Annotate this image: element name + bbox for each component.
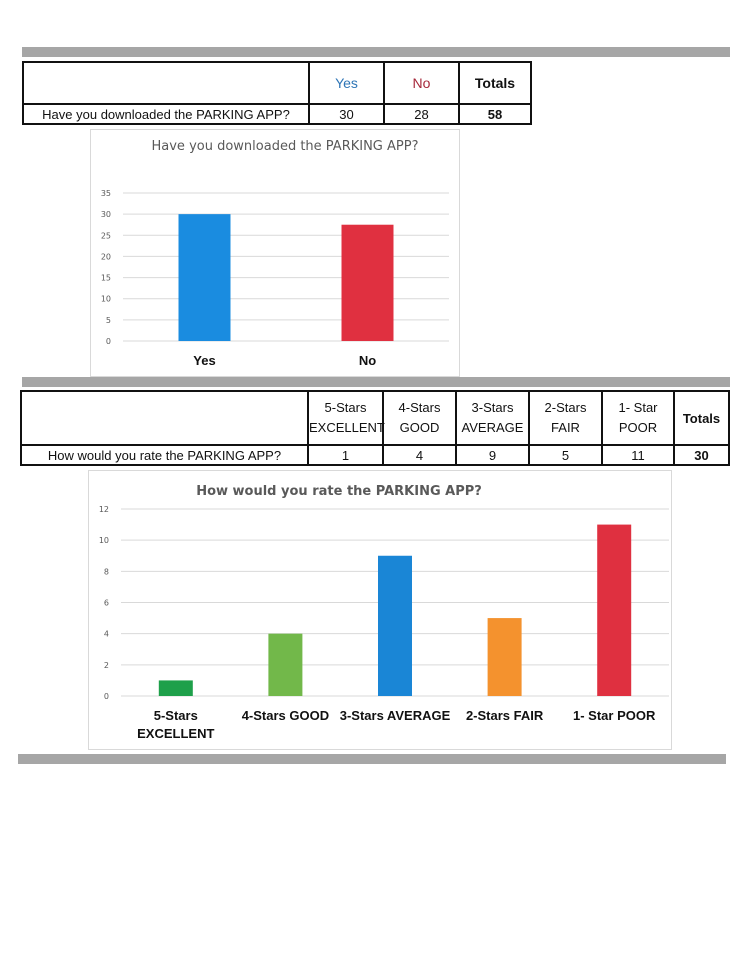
y-tick-label: 8 [104, 567, 109, 576]
category-label: 2-Stars FAIR [466, 708, 544, 723]
bar [597, 524, 632, 696]
rating-chart-svg: How would you rate the PARKING APP? 0 2 4 6 8… [99, 484, 669, 741]
separator-top [22, 47, 730, 57]
bar [268, 633, 303, 696]
value-5-stars: 1 [307, 444, 384, 466]
value-3-stars: 9 [455, 444, 530, 466]
separator-bottom [18, 754, 726, 764]
category-label: 5-Stars [154, 708, 198, 723]
bar [158, 680, 193, 696]
download-chart-svg: Have you downloaded the PARKING APP? 0 5 10… [101, 139, 449, 368]
category-label: 1- Star POOR [573, 708, 656, 723]
chart-title: Have you downloaded the PARKING APP? [152, 139, 419, 154]
value-yes: 30 [308, 103, 385, 125]
y-tick-label: 30 [101, 210, 111, 219]
bar [487, 618, 522, 696]
y-tick-label: 10 [99, 536, 109, 545]
category-label: EXCELLENT [137, 726, 214, 741]
header-no: No [383, 61, 460, 105]
category-label: 3-Stars AVERAGE [340, 708, 451, 723]
blank-header-cell [20, 390, 309, 446]
value-total: 30 [673, 444, 730, 466]
category-label: No [359, 353, 376, 368]
value-total: 58 [458, 103, 532, 125]
value-1-star: 11 [601, 444, 675, 466]
header-totals: Totals [458, 61, 532, 105]
download-chart: Have you downloaded the PARKING APP? 0 5 10… [90, 129, 460, 377]
y-tick-label: 15 [101, 274, 111, 283]
rating-table: 5-Stars EXCELLENT 4-Stars GOOD 3-Stars AVER… [20, 390, 730, 466]
y-tick-label: 6 [104, 599, 109, 608]
question-cell: How would you rate the PARKING APP? [20, 444, 309, 466]
separator-middle [22, 377, 730, 387]
header-yes: Yes [308, 61, 385, 105]
y-tick-label: 0 [106, 337, 111, 346]
download-table: Yes No Totals Have you downloaded the PA… [22, 61, 532, 125]
y-tick-label: 35 [101, 189, 111, 198]
y-tick-label: 25 [101, 231, 111, 240]
value-2-stars: 5 [528, 444, 603, 466]
question-cell: Have you downloaded the PARKING APP? [22, 103, 310, 125]
bar [341, 224, 394, 341]
header-5-stars: 5-Stars EXCELLENT [307, 390, 385, 446]
bar [178, 214, 231, 341]
blank-header-cell [22, 61, 310, 105]
chart-title: How would you rate the PARKING APP? [196, 484, 482, 499]
header-2-stars: 2-Stars FAIR [528, 390, 603, 446]
value-4-stars: 4 [382, 444, 457, 466]
y-tick-label: 4 [104, 630, 109, 639]
header-totals: Totals [673, 390, 730, 446]
category-label: Yes [193, 353, 215, 368]
header-1-star: 1- Star POOR [601, 390, 675, 446]
y-tick-label: 5 [106, 316, 111, 325]
header-4-stars: 4-Stars GOOD [382, 390, 457, 446]
y-tick-label: 0 [104, 692, 109, 701]
rating-chart: How would you rate the PARKING APP? 0 2 4 6 8… [88, 470, 672, 750]
category-label: 4-Stars GOOD [242, 708, 329, 723]
bar [378, 555, 412, 696]
y-tick-label: 20 [101, 252, 111, 261]
y-tick-label: 2 [104, 661, 109, 670]
value-no: 28 [383, 103, 460, 125]
header-3-stars: 3-Stars AVERAGE [455, 390, 530, 446]
y-tick-label: 12 [99, 505, 109, 514]
y-tick-label: 10 [101, 295, 111, 304]
